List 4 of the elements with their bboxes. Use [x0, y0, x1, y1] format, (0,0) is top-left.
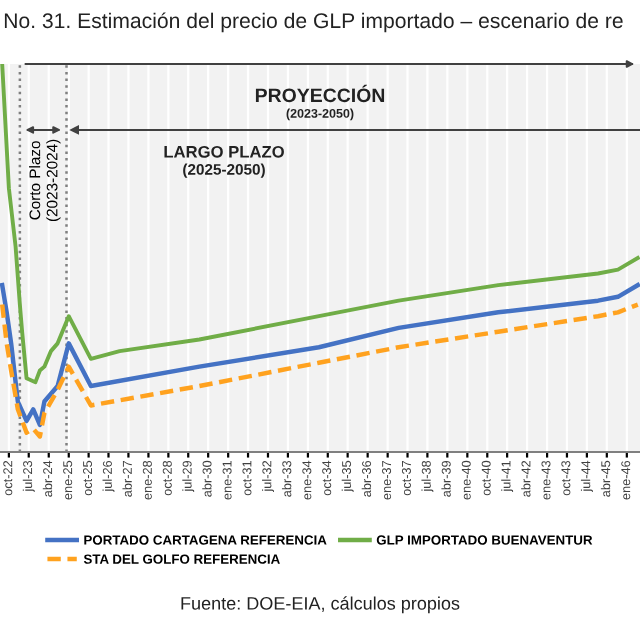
chart-title: No. 31. Estimación del precio de GLP importado – escenario de re — [4, 12, 623, 33]
annotation: PROYECCIÓN — [255, 84, 385, 103]
annotation: LARGO PLAZO — [164, 145, 284, 158]
source-note: Fuente: DOE-EIA, cálculos propios — [181, 596, 460, 614]
